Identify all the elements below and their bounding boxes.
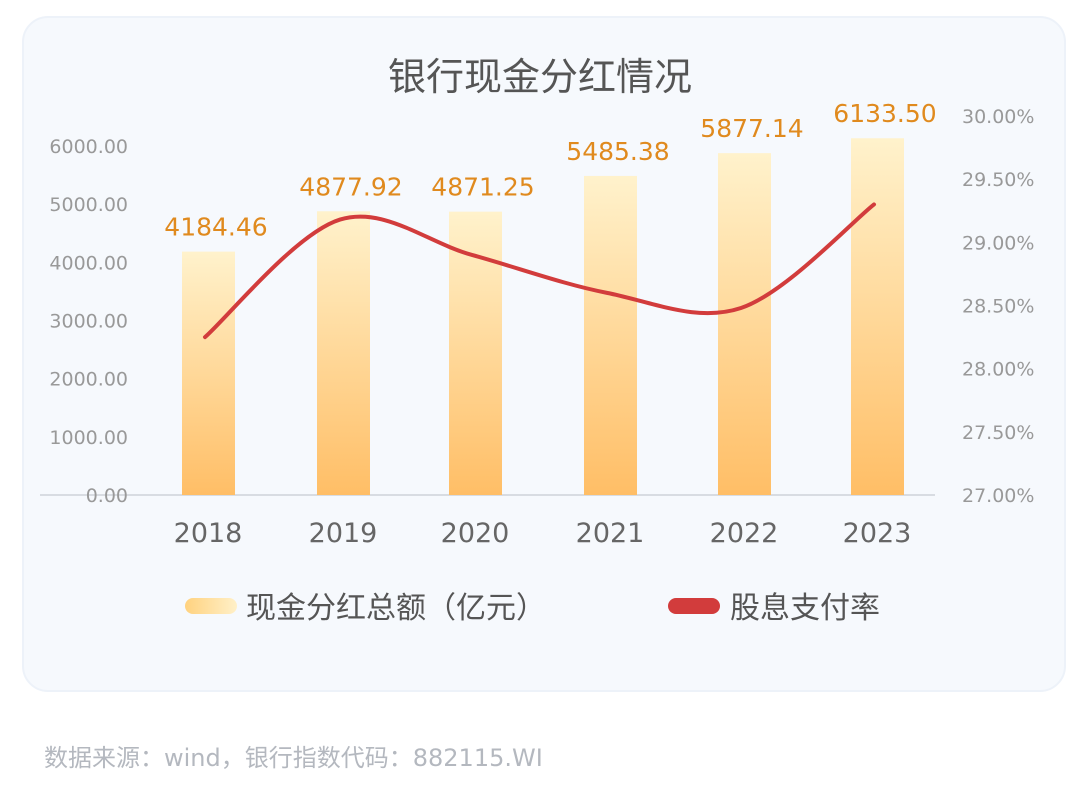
x-axis-tick: 2022	[710, 518, 779, 549]
bar-data-label: 4871.25	[431, 173, 534, 202]
bar-data-label: 4184.46	[164, 213, 267, 242]
bar-data-label: 5485.38	[566, 137, 669, 166]
x-axis-tick: 2023	[843, 518, 912, 549]
bar-2018	[182, 251, 235, 495]
x-axis-tick: 2020	[441, 518, 510, 549]
legend-bar-label: 现金分红总额（亿元）	[246, 591, 546, 626]
line-payout-ratio	[203, 202, 876, 340]
x-axis-tick: 2021	[576, 518, 645, 549]
left-axis-tick: 6000.00	[49, 136, 128, 158]
bar-2019	[317, 211, 370, 496]
right-axis-tick: 28.00%	[962, 359, 1034, 381]
x-axis-tick: 2019	[309, 518, 378, 549]
right-axis-tick: 30.00%	[962, 106, 1034, 128]
right-axis-tick: 29.50%	[962, 169, 1034, 191]
left-axis-tick: 5000.00	[49, 194, 128, 216]
legend-line-label: 股息支付率	[730, 591, 880, 626]
bar-2022	[718, 153, 771, 495]
bar-2020	[449, 211, 502, 495]
bar-2023	[851, 138, 904, 496]
right-axis-tick: 27.50%	[962, 422, 1034, 444]
bar-data-label: 4877.92	[299, 172, 402, 201]
left-axis-tick: 1000.00	[49, 427, 128, 449]
left-axis-tick: 0.00	[86, 485, 128, 507]
left-axis-tick: 2000.00	[49, 369, 128, 391]
data-source-note: 数据来源：wind，银行指数代码：882115.WI	[44, 744, 543, 772]
right-axis-tick: 28.50%	[962, 296, 1034, 318]
chart-title: 银行现金分红情况	[388, 55, 692, 99]
bar-data-label: 5877.14	[700, 114, 803, 143]
bar-2021	[584, 175, 637, 496]
left-axis-tick: 4000.00	[49, 252, 128, 274]
bar-data-label: 6133.50	[833, 99, 936, 128]
left-axis-tick: 3000.00	[49, 311, 128, 333]
x-axis-tick: 2018	[174, 518, 243, 549]
legend-line-swatch	[668, 598, 720, 614]
right-axis-tick: 27.00%	[962, 485, 1034, 507]
right-axis-tick: 29.00%	[962, 232, 1034, 254]
legend-bar-swatch	[185, 598, 237, 614]
